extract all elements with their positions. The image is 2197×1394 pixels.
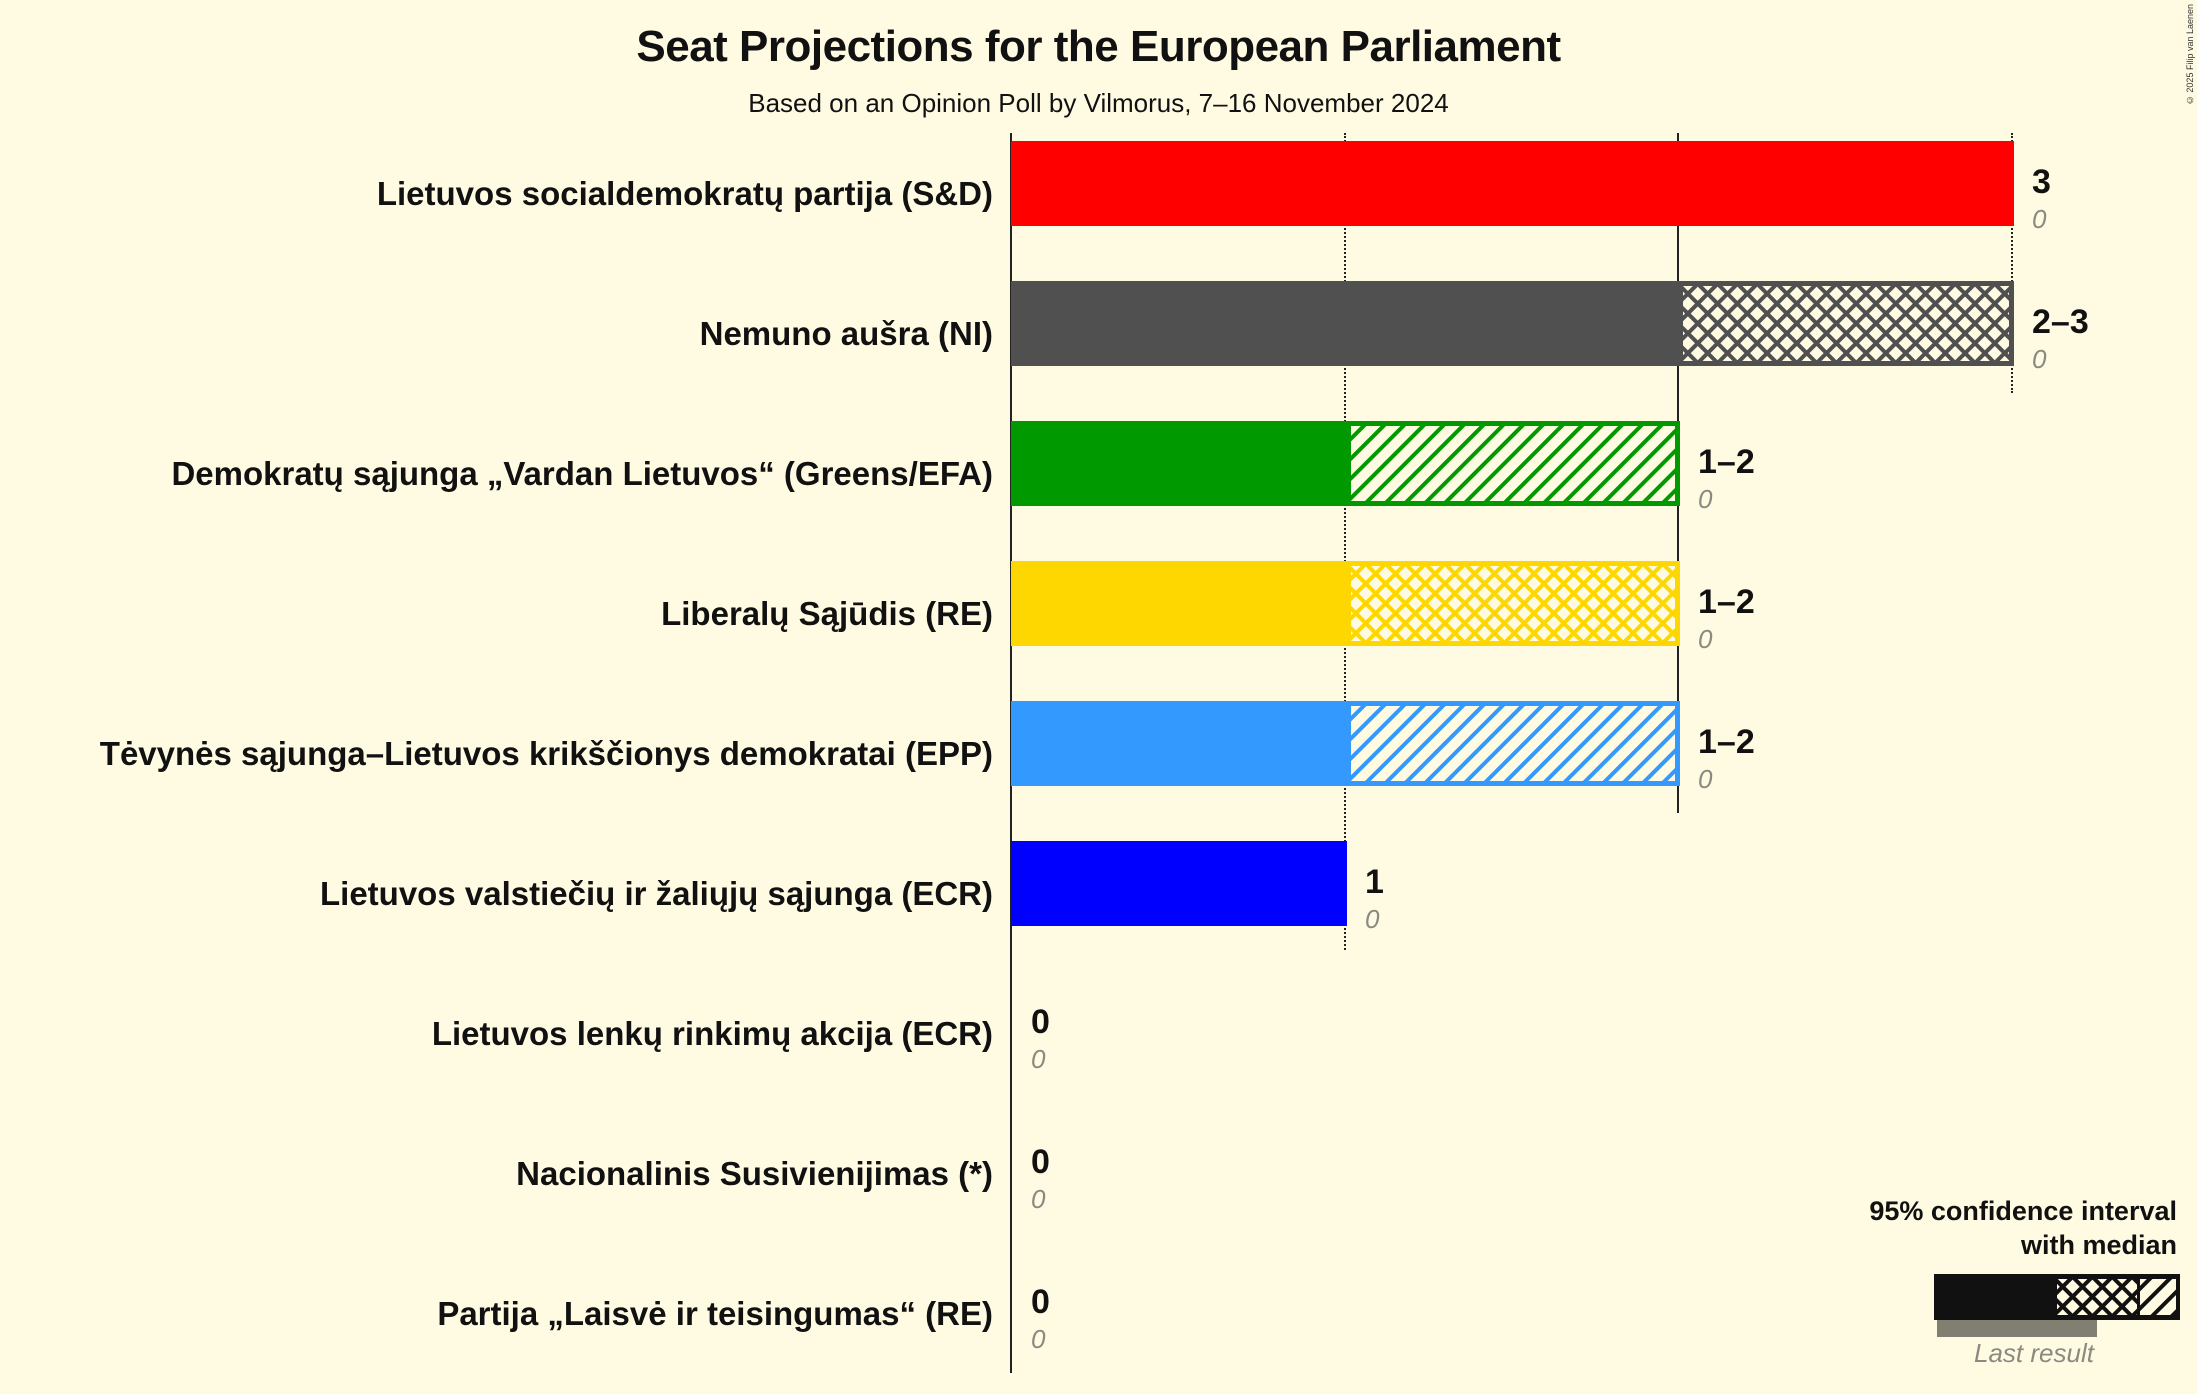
seat-range-label: 0 [1031,1143,1050,1181]
median-bar [1011,141,2014,226]
party-label: Nacionalinis Susivienijimas (*) [516,1155,993,1192]
bar-row [1011,561,1681,646]
legend-title-line2: with median [2020,1230,2177,1260]
gridline-3-seats [2011,133,2013,393]
party-label: Demokratų sąjunga „Vardan Lietuvos“ (Gre… [171,455,993,492]
last-result-label: 0 [1031,1044,1046,1074]
last-result-label: 0 [1698,764,1713,794]
last-result-label: 0 [2032,344,2047,374]
ci-crosshatch-bar [1346,561,1680,646]
chart-title: Seat Projections for the European Parlia… [636,22,1561,71]
party-label: Tėvynės sąjunga–Lietuvos krikščionys dem… [99,735,993,772]
legend-last-result-label: Last result [1974,1338,2094,1368]
last-result-label: 0 [1031,1324,1046,1354]
chart-subtitle: Based on an Opinion Poll by Vilmorus, 7–… [748,88,1449,118]
party-label: Nemuno aušra (NI) [699,315,993,352]
party-label: Lietuvos valstiečių ir žaliųjų sąjunga (… [320,875,993,912]
ci-diagonal-bar [1346,701,1680,786]
bar-row [1011,701,1681,786]
legend-title: 95% confidence interval with median [1869,1194,2177,1262]
party-label: Lietuvos socialdemokratų partija (S&D) [376,175,993,212]
median-bar [1011,281,1679,366]
bar-row [1011,281,2014,366]
seat-range-label: 1–2 [1698,583,1755,621]
bar-row [1011,841,1347,926]
median-bar [1011,701,1347,786]
median-bar [1011,421,1347,506]
seat-range-label: 1 [1365,863,1384,901]
seat-range-label: 0 [1031,1003,1050,1041]
seat-range-label: 0 [1031,1283,1050,1321]
party-label: Lietuvos lenkų rinkimų akcija (ECR) [431,1015,993,1052]
seat-range-label: 1–2 [1698,443,1755,481]
ci-diagonal-bar [1346,421,1680,506]
last-result-label: 0 [1698,484,1713,514]
median-bar [1011,561,1347,646]
copyright-notice: © 2025 Filip van Laenen [2185,4,2195,106]
last-result-label: 0 [1031,1184,1046,1214]
legend-ci-bar [1934,1274,2180,1320]
party-label: Liberalų Sąjūdis (RE) [661,595,993,632]
party-label: Partija „Laisvė ir teisingumas“ (RE) [437,1295,993,1332]
seat-range-label: 2–3 [2032,303,2089,341]
median-bar [1011,841,1347,926]
ci-crosshatch-bar [1678,281,2014,366]
last-result-label: 0 [1698,624,1713,654]
bar-row [1011,421,1681,506]
seat-range-label: 1–2 [1698,723,1755,761]
seat-range-label: 3 [2032,163,2051,201]
legend-title-line1: 95% confidence interval [1869,1196,2177,1226]
legend-last-result-bar [1937,1316,2097,1337]
last-result-label: 0 [1365,904,1380,934]
last-result-label: 0 [2032,204,2047,234]
bar-row [1011,141,2014,226]
gridline-1-seat [1344,133,1346,950]
